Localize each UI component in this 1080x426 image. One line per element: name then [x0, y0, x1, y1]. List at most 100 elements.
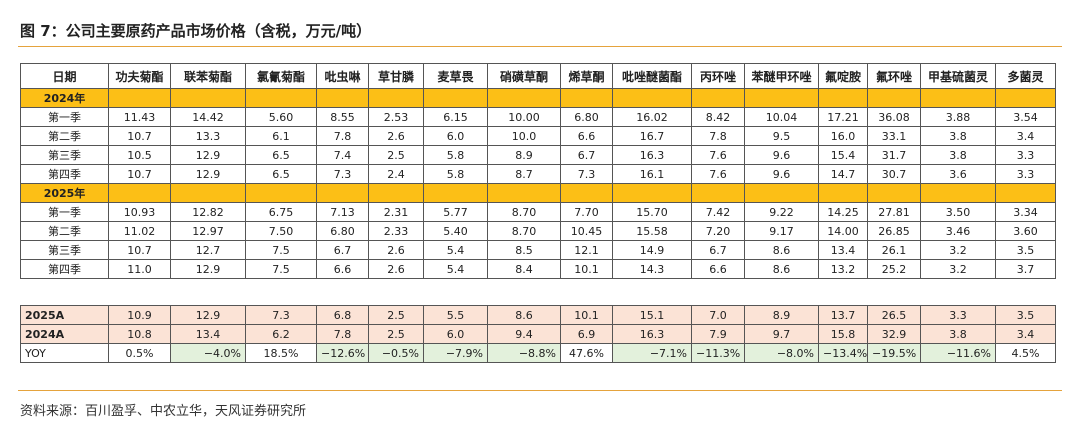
- value-cell: 6.7: [691, 240, 745, 260]
- value-cell: 2.5: [368, 145, 424, 165]
- column-header: 甲基硫菌灵: [920, 63, 996, 89]
- empty-cell: [744, 183, 819, 203]
- value-cell: 7.5: [245, 240, 317, 260]
- value-cell: 8.70: [487, 221, 561, 241]
- value-cell: 8.7: [487, 164, 561, 184]
- value-cell: 7.8: [316, 126, 369, 146]
- empty-cell: [920, 88, 996, 108]
- value-cell: 2.5: [368, 305, 424, 325]
- value-cell: 13.2: [818, 259, 868, 279]
- data-row: 第一季 11.43 14.42 5.60 8.55 2.53 6.15 10.00 6.80 16…: [20, 107, 1056, 127]
- empty-cell: [560, 88, 613, 108]
- row-label: 第二季: [20, 126, 109, 146]
- value-cell: 16.1: [612, 164, 692, 184]
- value-cell: 6.80: [560, 107, 613, 127]
- section-row: 2025年: [20, 183, 1056, 203]
- value-cell: 12.9: [170, 259, 246, 279]
- value-cell: 47.6%: [560, 343, 613, 363]
- value-cell: 10.04: [744, 107, 819, 127]
- value-cell: 7.6: [691, 164, 745, 184]
- value-cell: 11.0: [108, 259, 171, 279]
- row-label: 第四季: [20, 164, 109, 184]
- column-header: 苯醚甲环唑: [744, 63, 819, 89]
- value-cell: 14.9: [612, 240, 692, 260]
- data-row: 第二季 10.7 13.3 6.1 7.8 2.6 6.0 10.0 6.6 16.7 7.8 9.5…: [20, 126, 1056, 146]
- value-cell: 6.75: [245, 202, 317, 222]
- value-cell: −19.5%: [867, 343, 921, 363]
- value-cell: 5.8: [423, 145, 488, 165]
- empty-cell: [487, 88, 561, 108]
- value-cell: 9.6: [744, 145, 819, 165]
- empty-cell: [920, 183, 996, 203]
- value-cell: 3.46: [920, 221, 996, 241]
- value-cell: 6.7: [316, 240, 369, 260]
- value-cell: 12.1: [560, 240, 613, 260]
- data-row: 第二季 11.02 12.97 7.50 6.80 2.33 5.40 8.70 10.45 15…: [20, 221, 1056, 241]
- value-cell: 3.34: [995, 202, 1056, 222]
- value-cell: 6.6: [691, 259, 745, 279]
- section-label: 2024年: [20, 88, 109, 108]
- value-cell: 5.8: [423, 164, 488, 184]
- value-cell: 13.4: [818, 240, 868, 260]
- value-cell: 3.60: [995, 221, 1056, 241]
- value-cell: 6.9: [560, 324, 613, 344]
- value-cell: −11.6%: [920, 343, 996, 363]
- empty-cell: [744, 88, 819, 108]
- value-cell: 7.3: [316, 164, 369, 184]
- empty-cell: [691, 88, 745, 108]
- value-cell: −7.1%: [612, 343, 692, 363]
- empty-cell: [995, 88, 1056, 108]
- value-cell: 4.5%: [995, 343, 1056, 363]
- value-cell: −13.4%: [818, 343, 868, 363]
- source: 资料来源：百川盈孚、中农立华，天风证券研究所: [20, 404, 307, 419]
- value-cell: 33.1: [867, 126, 921, 146]
- value-cell: 14.7: [818, 164, 868, 184]
- data-row: 第四季 10.7 12.9 6.5 7.3 2.4 5.8 8.7 7.3 16.1 7.6 9.6 1…: [20, 164, 1056, 184]
- row-label: 第一季: [20, 202, 109, 222]
- empty-cell: [316, 183, 369, 203]
- value-cell: 8.70: [487, 202, 561, 222]
- value-cell: 9.4: [487, 324, 561, 344]
- value-cell: 9.7: [744, 324, 819, 344]
- column-header: 多菌灵: [995, 63, 1056, 89]
- value-cell: 8.55: [316, 107, 369, 127]
- data-row: 第三季 10.7 12.7 7.5 6.7 2.6 5.4 8.5 12.1 14.9 6.7 8.6…: [20, 240, 1056, 260]
- value-cell: 6.1: [245, 126, 317, 146]
- value-cell: 13.7: [818, 305, 868, 325]
- value-cell: 7.50: [245, 221, 317, 241]
- empty-cell: [818, 183, 868, 203]
- value-cell: 32.9: [867, 324, 921, 344]
- value-cell: 16.3: [612, 324, 692, 344]
- value-cell: 8.6: [487, 305, 561, 325]
- empty-cell: [612, 88, 692, 108]
- price-table: 日期 功夫菊酯 联苯菊酯 氯氰菊酯 吡虫啉 草甘膦 麦草畏 硝磺草酮 烯草酮 吡唑醚菌酯 丙环唑 苯醚…: [20, 63, 1056, 279]
- value-cell: 10.00: [487, 107, 561, 127]
- value-cell: 36.08: [867, 107, 921, 127]
- value-cell: 27.81: [867, 202, 921, 222]
- value-cell: 3.7: [995, 259, 1056, 279]
- value-cell: 3.3: [995, 145, 1056, 165]
- value-cell: −8.0%: [744, 343, 819, 363]
- value-cell: 10.7: [108, 126, 171, 146]
- column-header: 吡唑醚菌酯: [612, 63, 692, 89]
- empty-cell: [245, 183, 317, 203]
- column-header: 丙环唑: [691, 63, 745, 89]
- value-cell: 8.4: [487, 259, 561, 279]
- value-cell: 3.5: [995, 240, 1056, 260]
- value-cell: 3.8: [920, 126, 996, 146]
- value-cell: 10.93: [108, 202, 171, 222]
- empty-cell: [487, 183, 561, 203]
- column-header: 功夫菊酯: [108, 63, 171, 89]
- value-cell: 2.53: [368, 107, 424, 127]
- value-cell: 26.5: [867, 305, 921, 325]
- value-cell: 26.1: [867, 240, 921, 260]
- column-header: 硝磺草酮: [487, 63, 561, 89]
- empty-cell: [560, 183, 613, 203]
- column-header: 烯草酮: [560, 63, 613, 89]
- section-label: 2025年: [20, 183, 109, 203]
- value-cell: 3.8: [920, 145, 996, 165]
- value-cell: 7.0: [691, 305, 745, 325]
- data-row: 第四季 11.0 12.9 7.5 6.6 2.6 5.4 8.4 10.1 14.3 6.6 8.6…: [20, 259, 1056, 279]
- value-cell: 7.20: [691, 221, 745, 241]
